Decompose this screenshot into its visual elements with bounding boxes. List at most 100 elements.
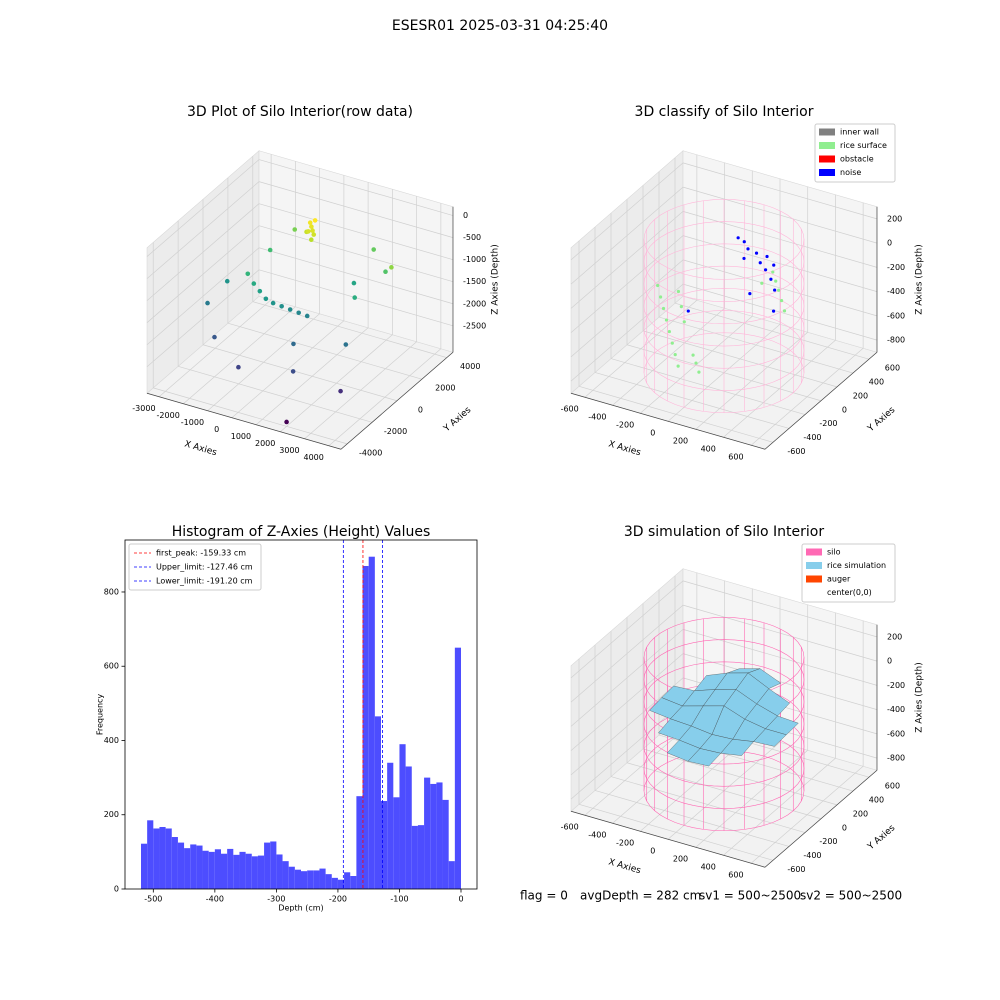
grid-line — [578, 803, 774, 861]
y-tick-label: 0 — [842, 823, 847, 832]
y-tick-label: 0 — [114, 885, 119, 894]
point — [257, 288, 263, 294]
grid-line — [682, 629, 878, 686]
z-tick-label: -600 — [887, 311, 905, 320]
point — [748, 292, 752, 296]
bar — [245, 853, 252, 889]
surface-patch — [687, 748, 722, 767]
grid-line — [642, 748, 838, 806]
grid-line — [594, 372, 790, 429]
bar — [227, 848, 234, 889]
bar — [214, 849, 221, 889]
bar — [356, 796, 363, 889]
bar — [430, 783, 437, 889]
footer-flag: flag = 0 — [520, 889, 568, 903]
y-tick-label: 400 — [104, 736, 119, 745]
bar — [442, 799, 449, 889]
grid-line — [570, 604, 684, 703]
point — [338, 388, 343, 394]
bar — [331, 877, 338, 889]
y-tick-label: -600 — [787, 447, 805, 456]
point — [236, 364, 241, 370]
bar — [165, 828, 172, 889]
x-tick-label: 600 — [728, 452, 743, 461]
z-tick-label: 0 — [887, 657, 892, 666]
legend-swatch — [806, 589, 822, 596]
grid-line — [682, 259, 878, 317]
point — [212, 334, 217, 340]
point — [765, 254, 769, 259]
x-tick-label: -500 — [144, 895, 162, 904]
x-axis-label: Depth (cm) — [278, 904, 323, 913]
x-tick-label: 0 — [458, 895, 463, 904]
y-tick-label: -400 — [803, 433, 821, 442]
legend-swatch — [819, 169, 835, 176]
grid-line — [610, 358, 806, 415]
z-tick-label: -2500 — [463, 321, 486, 330]
x-tick-label: 1000 — [231, 432, 251, 441]
bar — [202, 850, 209, 889]
legend-label: silo — [827, 548, 841, 557]
point — [771, 270, 775, 274]
legend-label: noise — [840, 168, 861, 177]
legend-label: inner wall — [840, 128, 879, 137]
bar — [405, 766, 412, 889]
bar — [301, 871, 308, 889]
point — [697, 370, 701, 374]
point — [279, 303, 284, 309]
bar — [233, 854, 240, 889]
point — [771, 309, 776, 313]
y-tick-label: -4000 — [359, 448, 382, 457]
z-axis-label: Z Axies (Depth) — [490, 244, 500, 315]
grid-line — [146, 225, 260, 323]
point — [736, 236, 740, 240]
legend-label: obstacle — [840, 155, 874, 164]
y-tick-label: 0 — [842, 405, 847, 414]
grid-line — [682, 186, 878, 244]
chart-title: Histogram of Z-Axies (Height) Values — [172, 524, 431, 540]
point — [679, 305, 683, 309]
grid-line — [258, 225, 454, 283]
grid-line — [258, 203, 454, 261]
point — [763, 268, 768, 272]
point — [742, 240, 746, 244]
bar — [381, 801, 388, 889]
bar — [184, 848, 191, 889]
y-tick-label: -200 — [819, 837, 837, 846]
bar — [153, 828, 160, 889]
legend-swatch — [819, 142, 835, 149]
point — [746, 247, 750, 251]
footer-sv2: sv2 = 500~2500 — [800, 889, 902, 903]
bar — [251, 856, 258, 889]
grid-line — [146, 159, 260, 257]
x-tick-label: 0 — [650, 846, 655, 855]
x-tick-label: 400 — [701, 862, 716, 871]
y-tick-label: 4000 — [460, 362, 480, 371]
legend-swatch — [819, 155, 835, 163]
bar — [147, 820, 154, 889]
plot-frame — [124, 539, 478, 890]
point — [658, 295, 663, 299]
bar — [141, 843, 148, 889]
grid-line — [258, 159, 454, 216]
bar — [448, 861, 455, 889]
legend-label: Upper_limit: -127.46 cm — [156, 563, 253, 572]
bar — [368, 556, 375, 889]
x-tick-label: -400 — [588, 412, 606, 421]
x-axis-line — [570, 810, 766, 868]
y-tick-label: 200 — [853, 391, 868, 400]
grid-line — [674, 302, 870, 360]
point — [270, 300, 276, 306]
point — [389, 265, 394, 270]
bar — [257, 855, 265, 889]
grid-line — [682, 604, 878, 662]
legend-label: auger — [827, 575, 851, 584]
chart-title: 3D simulation of Silo Interior — [624, 524, 825, 540]
point — [656, 283, 660, 288]
x-axis-line — [570, 392, 766, 450]
bar — [239, 851, 246, 889]
point — [760, 281, 764, 285]
grid-line — [258, 247, 454, 305]
grid-line — [202, 344, 398, 402]
